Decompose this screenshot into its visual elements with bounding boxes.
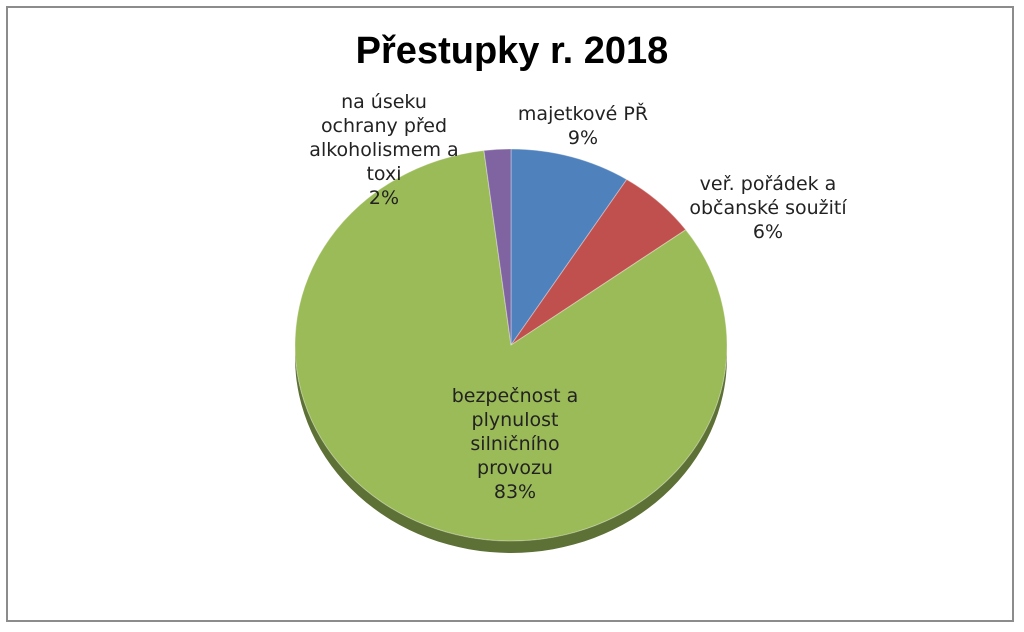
pie-slice-4 (483, 148, 512, 346)
slice-label-1: majetkové PŘ 9% (498, 102, 668, 150)
slice-name-line: toxi (366, 163, 402, 185)
slice-label-2: veř. pořádek a občanské soužití 6% (668, 172, 868, 244)
slice-name-line: občanské soužití (689, 197, 847, 219)
pie-slice-2 (510, 178, 687, 346)
chart-title: Přestupky r. 2018 (355, 30, 669, 72)
slice-percent: 2% (368, 187, 400, 209)
slice-label-3: bezpečnost a plynulost silničního provozu 83… (420, 384, 610, 504)
slice-name-line: majetkové PŘ (517, 103, 649, 125)
slice-percent: 83% (493, 481, 537, 503)
slice-percent: 9% (567, 127, 599, 149)
slice-name-line: alkoholismem a (309, 139, 459, 161)
slice-name-line: na úseku (341, 91, 427, 113)
slice-name-line: plynulost (471, 409, 559, 431)
slice-label-4: na úseku ochrany před alkoholismem a toxi 2% (284, 90, 484, 210)
slice-name-line: veř. pořádek a (699, 173, 837, 195)
slice-name-line: ochrany před (320, 115, 448, 137)
slice-name-line: bezpečnost a (451, 385, 579, 407)
slice-name-line: provozu (477, 457, 553, 479)
slice-name-line: silničního (470, 433, 560, 455)
pie-slice-3 (294, 149, 728, 542)
slice-percent: 6% (752, 221, 784, 243)
pie-slice-1 (510, 148, 628, 347)
